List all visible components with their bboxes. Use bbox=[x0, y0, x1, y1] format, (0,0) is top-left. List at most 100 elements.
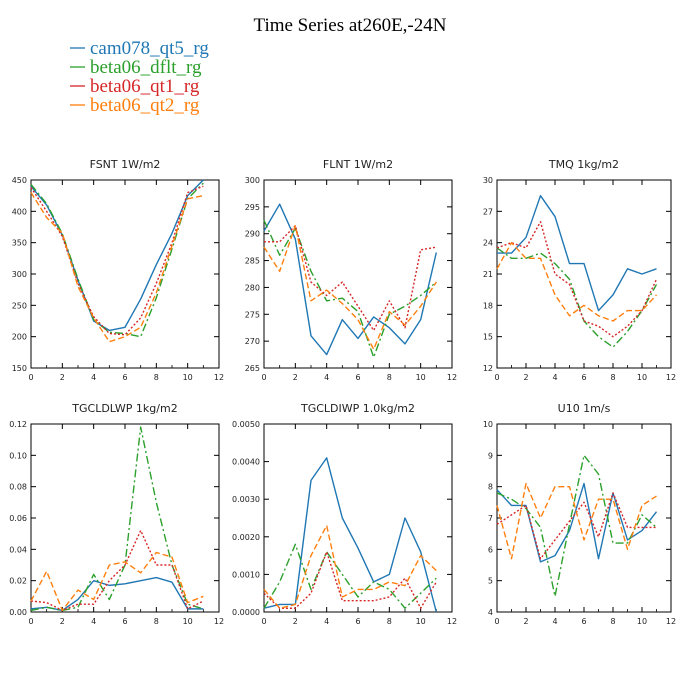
y-tick-label: 21 bbox=[483, 270, 493, 279]
x-tick-label: 8 bbox=[387, 617, 392, 626]
series-line bbox=[496, 241, 658, 322]
x-tick-label: 8 bbox=[610, 617, 615, 626]
legend-label: beta06_qt1_rg bbox=[90, 76, 200, 97]
series-line bbox=[30, 179, 204, 332]
panel-title: TGCLDIWP 1.0kg/m2 bbox=[300, 402, 415, 415]
series-line bbox=[263, 524, 437, 609]
x-tick-label: 4 bbox=[552, 617, 557, 626]
y-tick-label: 0.0000 bbox=[232, 608, 260, 617]
x-tick-label: 10 bbox=[416, 617, 426, 626]
y-tick-label: 15 bbox=[483, 333, 493, 342]
series-line bbox=[496, 454, 657, 598]
x-tick-label: 8 bbox=[387, 373, 392, 382]
series-line bbox=[263, 543, 437, 609]
x-tick-label: 2 bbox=[60, 373, 65, 382]
x-tick-label: 6 bbox=[355, 617, 360, 626]
x-tick-label: 8 bbox=[154, 373, 159, 382]
y-tick-label: 250 bbox=[12, 301, 27, 310]
y-tick-label: 200 bbox=[12, 333, 27, 342]
legend-label: cam078_qt5_rg bbox=[90, 38, 209, 59]
y-tick-label: 12 bbox=[483, 364, 493, 373]
y-tick-label: 0.10 bbox=[9, 451, 27, 460]
y-tick-label: 27 bbox=[483, 207, 493, 216]
chart-panel: FLNT 1W/m2 0 2 4 6 8 10 12 265 270 275 280 285 290 295… bbox=[245, 158, 457, 382]
series-line bbox=[263, 551, 437, 609]
series-line bbox=[263, 220, 437, 358]
chart-panel: TGCLDIWP 1.0kg/m2 0 2 4 6 8 10 12 0.0000 0.0010 0.… bbox=[232, 402, 457, 626]
series-line bbox=[30, 182, 204, 338]
series-line bbox=[496, 247, 658, 348]
y-tick-label: 4 bbox=[488, 608, 493, 617]
y-tick-label: 30 bbox=[483, 176, 493, 185]
y-tick-label: 10 bbox=[483, 420, 493, 429]
series-line bbox=[496, 482, 657, 560]
y-tick-label: 275 bbox=[245, 310, 260, 319]
y-tick-label: 150 bbox=[12, 364, 27, 373]
y-tick-label: 295 bbox=[245, 203, 260, 212]
y-tick-label: 350 bbox=[12, 239, 27, 248]
series-line bbox=[30, 576, 204, 612]
y-tick-label: 290 bbox=[245, 230, 260, 239]
y-tick-label: 400 bbox=[12, 207, 27, 216]
series-line bbox=[496, 482, 658, 563]
y-tick-label: 8 bbox=[488, 483, 493, 492]
x-tick-label: 6 bbox=[122, 373, 127, 382]
x-tick-label: 8 bbox=[154, 617, 159, 626]
series-line bbox=[263, 224, 437, 350]
legend-label: beta06_dflt_rg bbox=[90, 57, 202, 78]
chart-panel: FSNT 1W/m2 0 2 4 6 8 10 12 150 200 250 300 350 400 450 bbox=[12, 158, 224, 382]
legend: cam078_qt5_rgbeta06_dflt_rgbeta06_qt1_rg… bbox=[70, 38, 209, 116]
x-tick-label: 12 bbox=[214, 617, 224, 626]
legend-label: beta06_qt2_rg bbox=[90, 95, 200, 116]
series-line bbox=[496, 492, 657, 560]
x-tick-label: 4 bbox=[324, 617, 329, 626]
x-tick-label: 12 bbox=[447, 617, 457, 626]
y-tick-label: 7 bbox=[488, 514, 493, 523]
x-tick-label: 8 bbox=[610, 373, 615, 382]
x-tick-label: 12 bbox=[214, 373, 224, 382]
series-line bbox=[497, 194, 657, 312]
panels: FSNT 1W/m20 2 4 6 8 10 12150200250300350400450… bbox=[9, 158, 676, 626]
x-tick-label: 4 bbox=[91, 373, 96, 382]
panel-title: FLNT 1W/m2 bbox=[323, 158, 393, 171]
y-tick-label: 0.06 bbox=[9, 514, 27, 523]
y-tick-label: 0.0010 bbox=[232, 570, 260, 579]
series-line bbox=[264, 224, 437, 332]
series-line bbox=[263, 203, 438, 356]
x-tick-label: 6 bbox=[355, 373, 360, 382]
chart-panel: TGCLDLWP 1kg/m2 0 2 4 6 8 10 12 0.00 0.02 0.04 0.06… bbox=[9, 402, 224, 626]
panel-title: U10 1m/s bbox=[558, 402, 611, 415]
x-tick-label: 10 bbox=[416, 373, 426, 382]
y-tick-label: 285 bbox=[245, 257, 260, 266]
x-tick-label: 0 bbox=[261, 373, 266, 382]
series-line bbox=[496, 221, 658, 338]
plot-frame bbox=[496, 179, 672, 369]
x-tick-label: 2 bbox=[523, 617, 528, 626]
x-tick-label: 2 bbox=[293, 617, 298, 626]
y-tick-label: 280 bbox=[245, 283, 260, 292]
x-tick-label: 6 bbox=[122, 617, 127, 626]
series-line bbox=[30, 529, 204, 612]
y-tick-label: 24 bbox=[483, 239, 493, 248]
y-tick-label: 5 bbox=[488, 577, 493, 586]
y-tick-label: 0.0050 bbox=[232, 420, 260, 429]
figure-title: Time Series at260E,-24N bbox=[254, 15, 447, 36]
y-tick-label: 0.0030 bbox=[232, 495, 260, 504]
y-tick-label: 0.12 bbox=[9, 420, 27, 429]
y-tick-label: 0.00 bbox=[9, 608, 27, 617]
x-tick-label: 10 bbox=[183, 373, 193, 382]
series-line bbox=[263, 457, 438, 613]
plot-frame bbox=[496, 423, 672, 613]
x-tick-label: 0 bbox=[28, 617, 33, 626]
x-tick-label: 4 bbox=[91, 617, 96, 626]
y-tick-label: 0.02 bbox=[9, 577, 27, 586]
panel-title: TMQ 1kg/m2 bbox=[548, 158, 619, 171]
x-tick-label: 12 bbox=[666, 373, 676, 382]
series-line bbox=[30, 426, 204, 612]
x-tick-label: 10 bbox=[637, 373, 647, 382]
chart-panel: U10 1m/s 0 2 4 6 8 10 12 4 5 6 7 8 9 10 bbox=[483, 402, 676, 626]
y-tick-label: 0.04 bbox=[9, 545, 27, 554]
x-tick-label: 6 bbox=[581, 373, 586, 382]
y-tick-label: 0.08 bbox=[9, 483, 27, 492]
